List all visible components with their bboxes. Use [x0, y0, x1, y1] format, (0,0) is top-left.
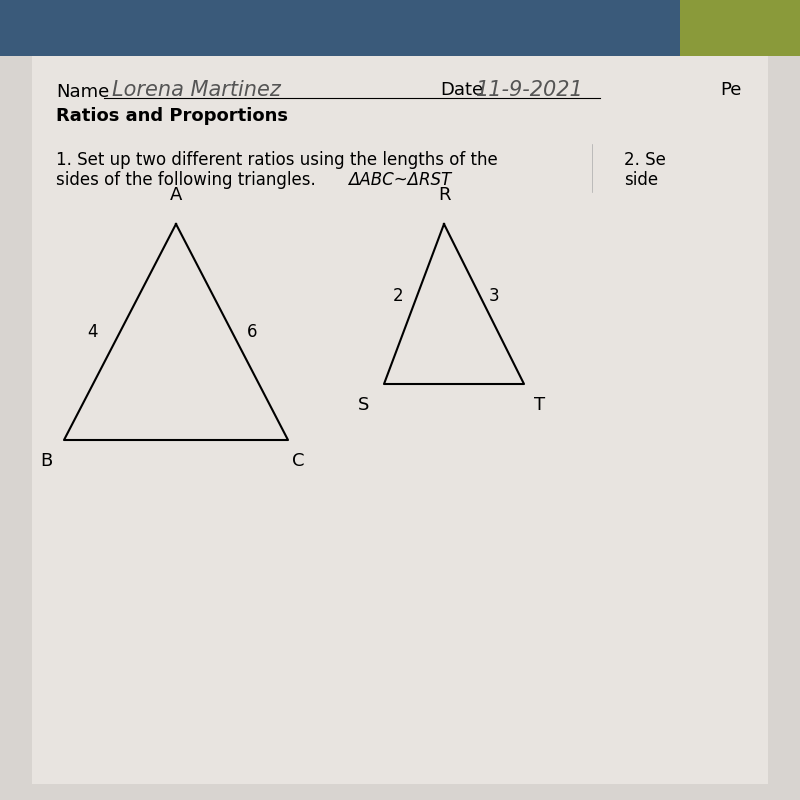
Text: S: S — [358, 396, 370, 414]
Text: 4: 4 — [86, 323, 98, 341]
Text: B: B — [40, 452, 52, 470]
Text: A: A — [170, 186, 182, 204]
Text: 11-9-2021: 11-9-2021 — [476, 80, 584, 100]
Text: Ratios and Proportions: Ratios and Proportions — [56, 107, 288, 125]
Text: 6: 6 — [246, 323, 258, 341]
Text: Date: Date — [440, 82, 483, 99]
Text: C: C — [292, 452, 305, 470]
Text: sides of the following triangles.: sides of the following triangles. — [56, 171, 326, 189]
Text: 1. Set up two different ratios using the lengths of the: 1. Set up two different ratios using the… — [56, 151, 498, 169]
Text: R: R — [438, 186, 450, 204]
Text: Pe: Pe — [720, 82, 742, 99]
Text: 3: 3 — [488, 287, 499, 305]
Text: 2. Se: 2. Se — [624, 151, 666, 169]
Text: T: T — [534, 396, 545, 414]
Text: side: side — [624, 171, 658, 189]
FancyBboxPatch shape — [680, 0, 800, 56]
Text: 2: 2 — [392, 287, 403, 305]
FancyBboxPatch shape — [32, 32, 768, 784]
Text: Name: Name — [56, 83, 110, 101]
Text: Lorena Martinez: Lorena Martinez — [112, 80, 281, 100]
FancyBboxPatch shape — [0, 0, 800, 56]
Text: ΔABC~ΔRST: ΔABC~ΔRST — [348, 171, 451, 189]
